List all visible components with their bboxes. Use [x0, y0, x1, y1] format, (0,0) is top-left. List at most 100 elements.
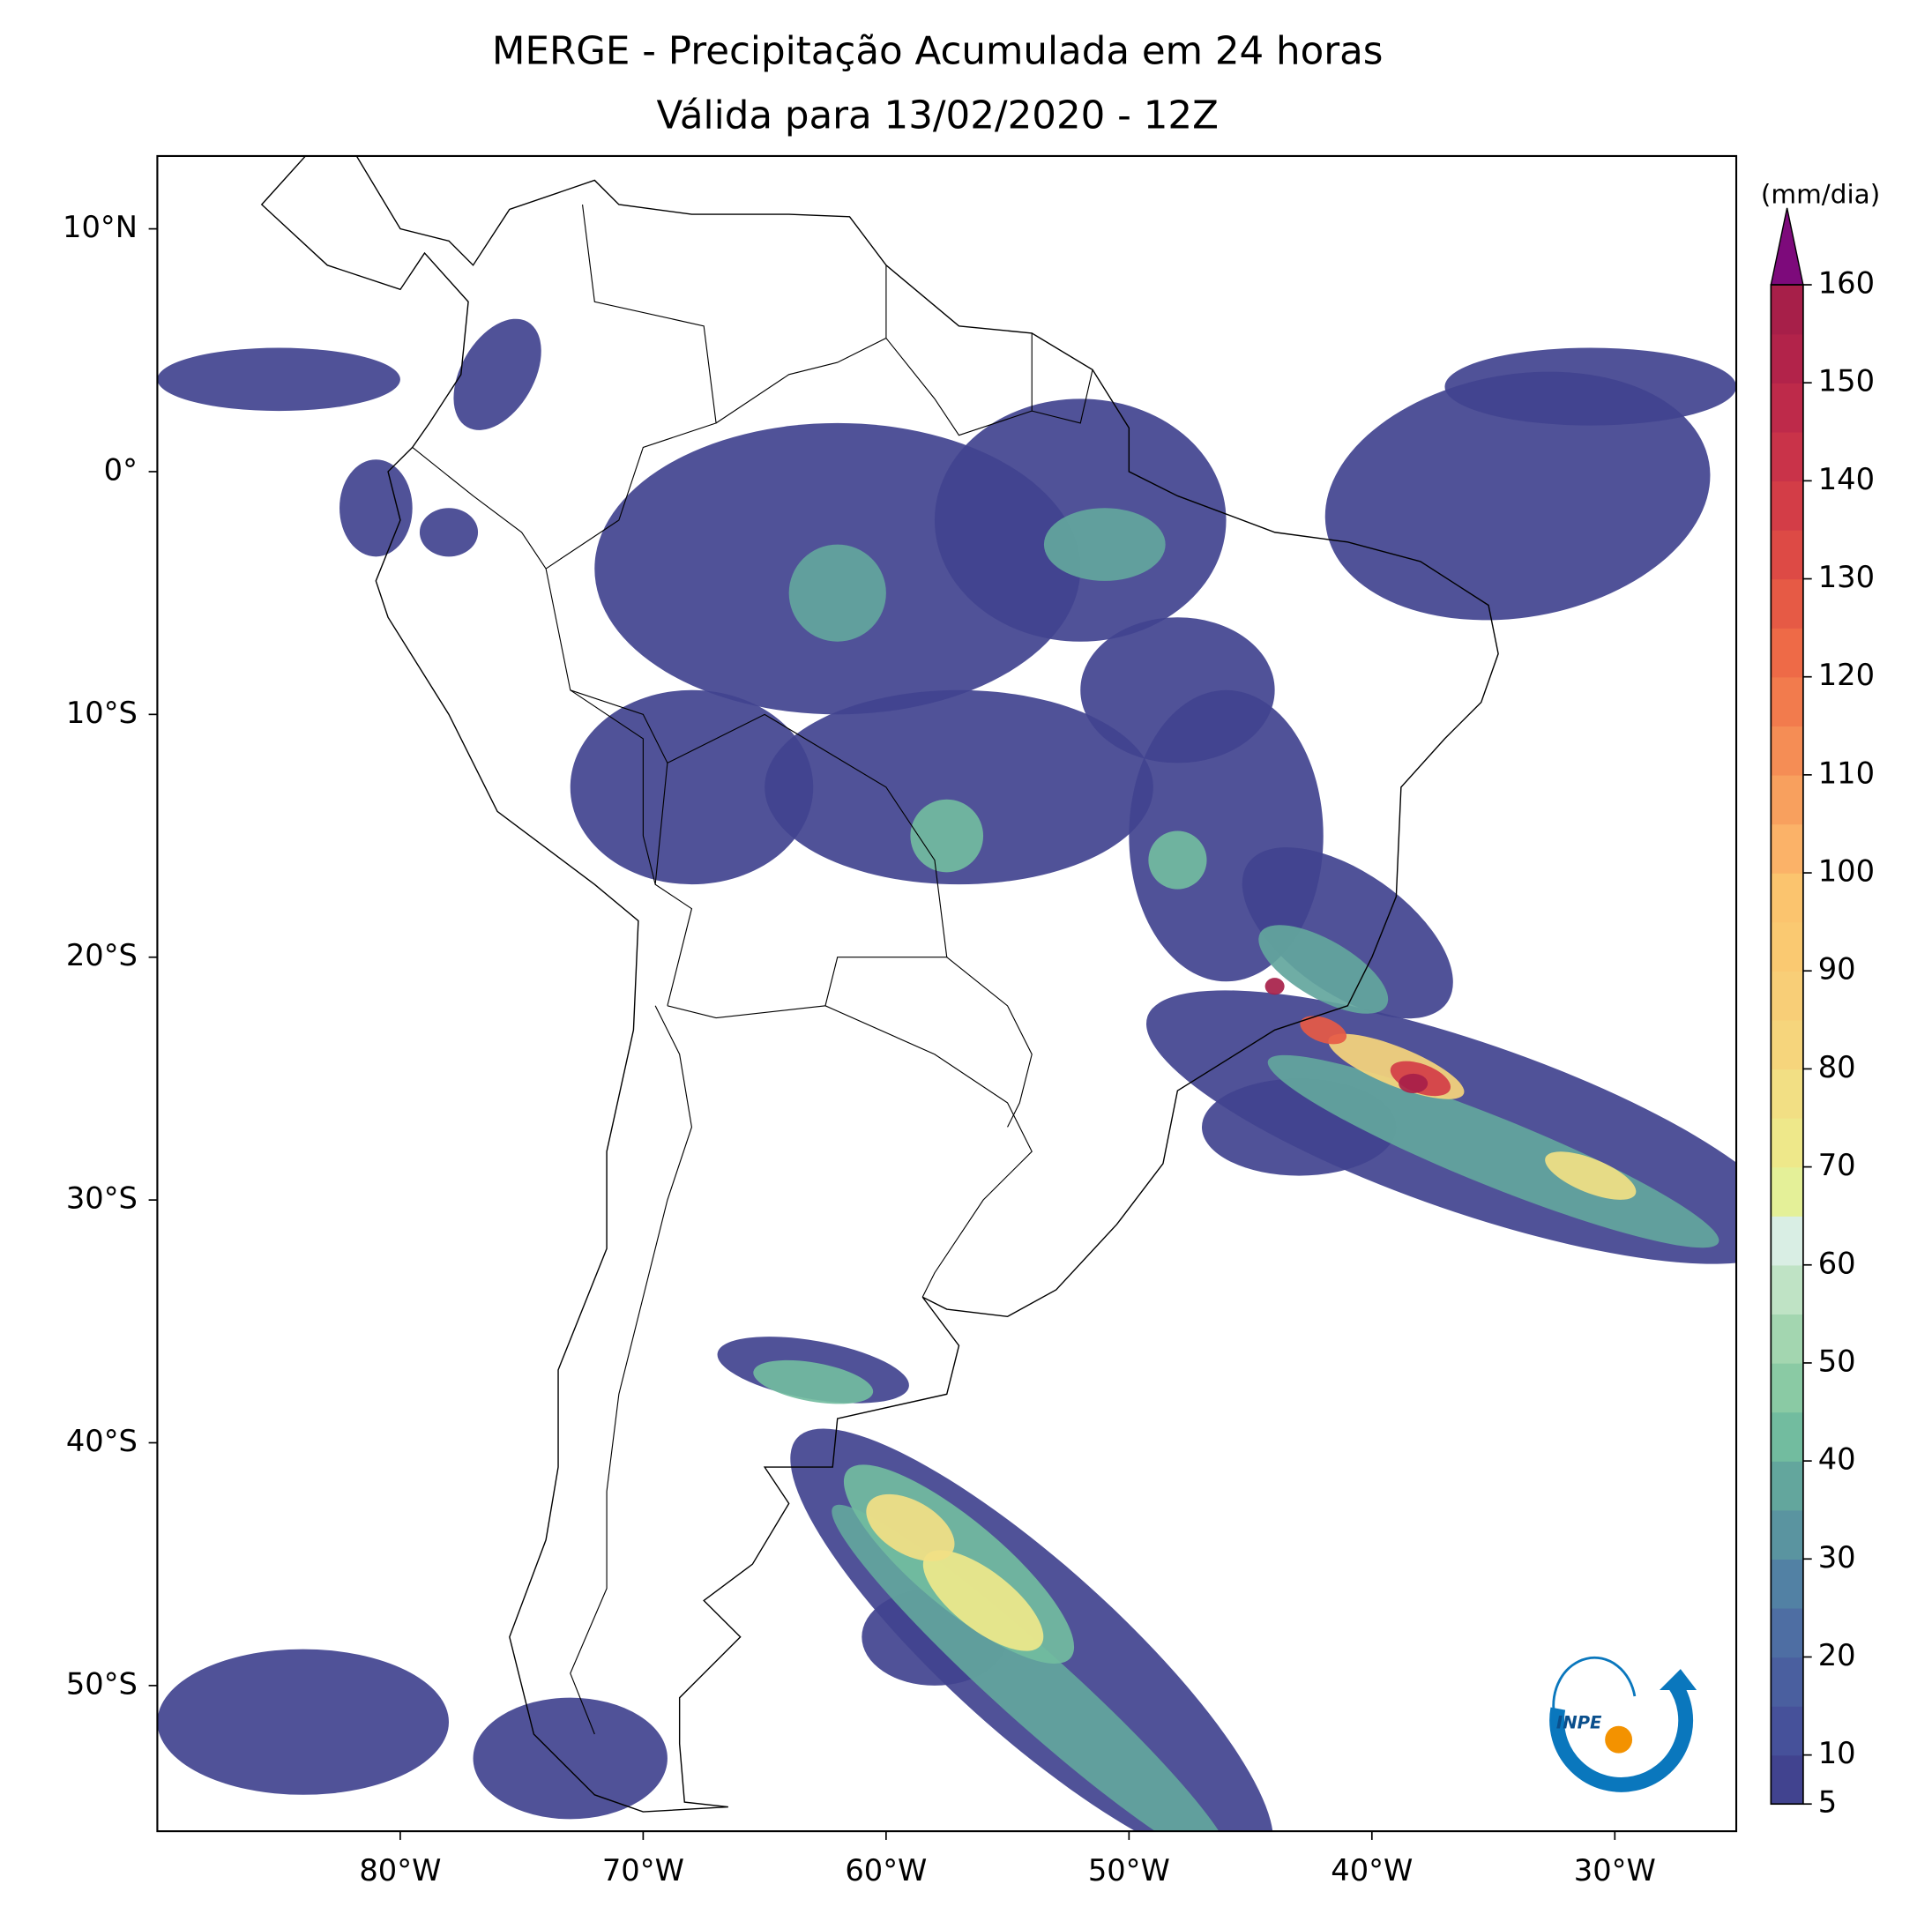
- y-tick-label: 40°S: [66, 1424, 138, 1458]
- x-tick-label: 80°W: [359, 1853, 441, 1888]
- colorbar-segment: [1771, 774, 1803, 825]
- precipitation-area: [753, 1359, 874, 1404]
- colorbar-label: (mm/dia): [1761, 179, 1880, 209]
- x-tick-label: 70°W: [602, 1853, 684, 1888]
- border: [1032, 369, 1093, 424]
- y-tick-label: 10°S: [66, 696, 138, 730]
- subtitle: Válida para 13/02/2020 - 12Z: [656, 93, 1218, 138]
- coastline: [260, 155, 1499, 1813]
- precipitation-area: [1242, 847, 1453, 1019]
- y-tick-label: 30°S: [66, 1181, 138, 1216]
- precipitation-area: [1258, 925, 1389, 1014]
- colorbar-segment: [1771, 1657, 1803, 1707]
- precipitation-area: [765, 689, 1153, 885]
- colorbar-segment: [1771, 1461, 1803, 1511]
- colorbar-segment: [1771, 431, 1803, 482]
- precipitation-area: [1545, 1151, 1637, 1200]
- colorbar-segment: [1771, 1362, 1803, 1413]
- colorbar-tick-label: 160: [1818, 266, 1875, 301]
- colorbar-segment: [1771, 823, 1803, 874]
- colorbar-segment: [1771, 1166, 1803, 1217]
- logo-text: INPE: [1556, 1712, 1602, 1732]
- precipitation-area: [1043, 508, 1166, 581]
- border: [715, 264, 887, 424]
- colorbar-tick-label: 140: [1818, 462, 1875, 496]
- precipitation-area: [473, 1697, 668, 1820]
- colorbar-segment: [1771, 480, 1803, 531]
- x-tick-label: 60°W: [845, 1853, 927, 1888]
- colorbar-tick-label: 40: [1818, 1442, 1856, 1477]
- precipitation-area: [339, 459, 413, 557]
- x-tick-label: 50°W: [1088, 1853, 1170, 1888]
- y-tick-label: 20°S: [66, 938, 138, 972]
- colorbar-segment: [1771, 628, 1803, 678]
- border: [570, 1005, 693, 1735]
- colorbar-segment: [1771, 676, 1803, 727]
- colorbar-segment: [1771, 1264, 1803, 1315]
- colorbar-tick-label: 100: [1818, 854, 1875, 889]
- y-tick-label: 50°S: [66, 1666, 138, 1701]
- logo: INPE: [1549, 1656, 1697, 1792]
- colorbar-segment: [1771, 1019, 1803, 1070]
- colorbar-tick-label: 120: [1818, 658, 1875, 692]
- precipitation-area: [157, 347, 400, 412]
- precipitation-area: [453, 318, 541, 430]
- colorbar-frame: [1770, 284, 1804, 1806]
- colorbar-tick-label: 60: [1818, 1246, 1856, 1280]
- colorbar-segment: [1771, 1607, 1803, 1658]
- logo-orbit: [1552, 1656, 1637, 1716]
- precipitation-area: [1300, 1016, 1347, 1045]
- colorbar: 5 10 20 30 40 50 60 70 80 90 100 110 120 130 140 150 160: [1770, 207, 1875, 1820]
- colorbar-segment: [1771, 1559, 1803, 1609]
- colorbar-tick-label: 80: [1818, 1050, 1856, 1084]
- colorbar-tick-label: 130: [1818, 560, 1875, 594]
- x-tick-label: 30°W: [1574, 1853, 1656, 1888]
- precipitation-area: [570, 689, 814, 885]
- title: MERGE - Precipitação Acumulada em 24 hor…: [492, 29, 1384, 73]
- precipitation-area: [1080, 617, 1275, 763]
- border: [412, 446, 656, 885]
- precipitation-area: [1444, 347, 1736, 426]
- colorbar-segment: [1771, 529, 1803, 580]
- border: [946, 957, 1033, 1128]
- colorbar-tick-label: 30: [1818, 1540, 1856, 1575]
- colorbar-tick-label: 20: [1818, 1638, 1856, 1672]
- colorbar-tick-label: 5: [1818, 1785, 1837, 1820]
- map-area: [157, 155, 1737, 1832]
- colorbar-segment: [1771, 1754, 1803, 1805]
- logo-sun: [1605, 1725, 1633, 1754]
- precipitation-area: [157, 1649, 449, 1795]
- colorbar-segment: [1771, 726, 1803, 776]
- colorbar-segment: [1771, 1706, 1803, 1756]
- logo-arc: [1549, 1679, 1694, 1792]
- colorbar-segment: [1771, 1314, 1803, 1364]
- border: [885, 332, 1033, 436]
- colorbar-tick-label: 10: [1818, 1736, 1856, 1770]
- colorbar-segment: [1771, 1216, 1803, 1266]
- precipitation-area: [1264, 978, 1285, 995]
- colorbar-segment: [1771, 578, 1803, 629]
- colorbar-segment: [1771, 383, 1803, 433]
- precipitation-area: [1267, 1054, 1719, 1248]
- colorbar-segment: [1771, 1117, 1803, 1168]
- y-tick-label: 0°: [104, 452, 138, 487]
- colorbar-tick-label: 90: [1818, 952, 1856, 987]
- x-tick-label: 40°W: [1331, 1853, 1413, 1888]
- colorbar-segment: [1771, 285, 1803, 335]
- precipitation-area: [1324, 371, 1711, 621]
- precipitation-area: [922, 1550, 1044, 1651]
- border: [545, 204, 717, 570]
- precipitation-area: [910, 799, 984, 873]
- precipitation-area: [419, 508, 479, 557]
- colorbar-tick-label: 150: [1818, 364, 1875, 398]
- border: [824, 1005, 1033, 1298]
- border: [570, 689, 668, 763]
- colorbar-extension: [1770, 207, 1804, 286]
- logo-arrow: [1659, 1669, 1697, 1691]
- colorbar-tick-label: 50: [1818, 1344, 1856, 1378]
- colorbar-tick-label: 110: [1818, 756, 1875, 790]
- colorbar-segment: [1771, 1509, 1803, 1560]
- y-tick-label: 10°N: [63, 210, 138, 244]
